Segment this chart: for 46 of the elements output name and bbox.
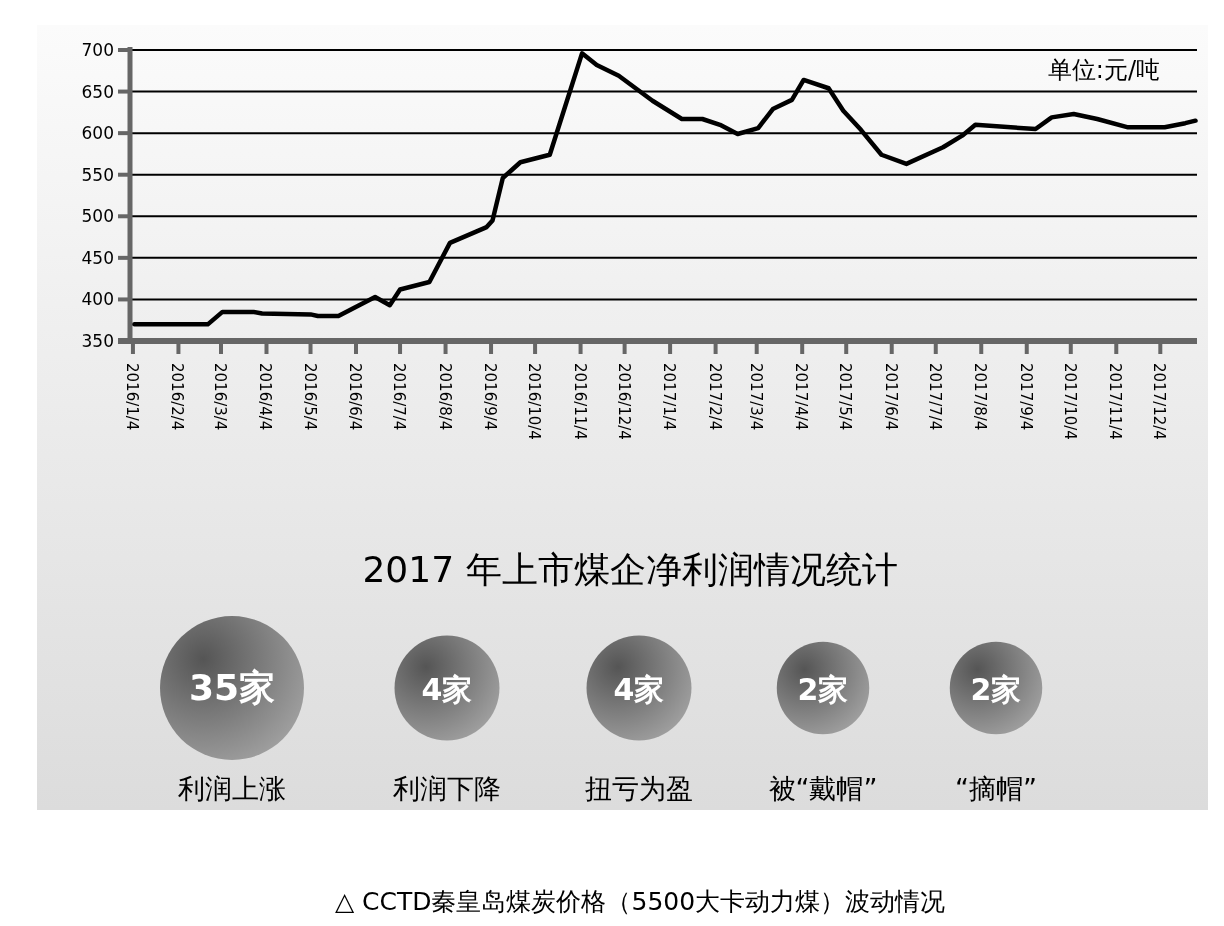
data-label: 35家 <box>188 667 276 708</box>
x-tick-label: 2016/7/4 <box>390 363 409 431</box>
y-tick-label: 550 <box>81 164 114 185</box>
y-tick-label: 650 <box>81 81 114 102</box>
x-tick-label: 2017/1/4 <box>660 363 679 431</box>
y-tick-label: 450 <box>81 247 114 268</box>
category-label: 利润下降 <box>393 773 501 804</box>
x-tick-label: 2017/11/4 <box>1106 363 1125 440</box>
x-tick-label: 2016/10/4 <box>525 363 544 440</box>
data-label: 4家 <box>421 672 473 707</box>
text: 2017 年上市煤企净利润情况统计 <box>362 549 898 590</box>
x-tick-label: 2016/11/4 <box>570 363 589 440</box>
data-label: 2家 <box>970 672 1022 707</box>
y-tick-label: 350 <box>81 331 114 351</box>
data-label: 4家 <box>613 672 665 707</box>
category-label: 利润上涨 <box>178 773 286 804</box>
x-tick-label: 2016/6/4 <box>346 363 365 431</box>
x-tick-label: 2017/8/4 <box>971 363 990 431</box>
y-tick-label: 500 <box>81 206 114 227</box>
x-tick-label: 2017/6/4 <box>881 363 900 431</box>
annotation: 单位:元/吨 <box>1047 56 1160 84</box>
x-tick-label: 2016/8/4 <box>435 363 454 431</box>
y-tick-label: 600 <box>81 123 114 144</box>
x-tick-label: 2017/10/4 <box>1060 363 1079 440</box>
category-label: 扭亏为盈 <box>585 773 693 804</box>
x-tick-label: 2017/12/4 <box>1150 363 1169 440</box>
x-tick-label: 2016/1/4 <box>122 363 141 431</box>
category-label: “摘帽” <box>955 773 1037 804</box>
data-label: 2家 <box>797 672 849 707</box>
x-tick-label: 2017/5/4 <box>836 363 855 431</box>
x-tick-label: 2017/4/4 <box>792 363 811 431</box>
x-tick-label: 2016/12/4 <box>614 363 633 440</box>
x-tick-label: 2016/5/4 <box>300 363 319 431</box>
x-tick-label: 2016/4/4 <box>256 363 275 431</box>
y-tick-label: 700 <box>81 40 114 60</box>
y-tick-label: 400 <box>81 289 114 310</box>
x-tick-label: 2017/7/4 <box>925 363 944 431</box>
text: △ CCTD秦皇岛煤炭价格（5500大卡动力煤）波动情况 <box>334 887 946 916</box>
x-tick-label: 2016/3/4 <box>211 363 229 431</box>
x-tick-label: 2017/2/4 <box>705 363 724 431</box>
line-series <box>132 51 1198 327</box>
x-tick-label: 2016/2/4 <box>168 363 187 431</box>
x-tick-label: 2017/3/4 <box>746 363 765 431</box>
x-tick-label: 2017/9/4 <box>1016 363 1035 431</box>
x-tick-label: 2016/9/4 <box>481 363 500 431</box>
category-label: 被“戴帽” <box>768 773 878 804</box>
